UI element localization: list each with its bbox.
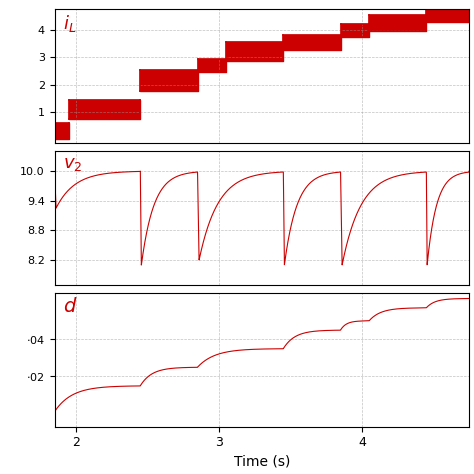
X-axis label: Time (s): Time (s) (234, 455, 290, 469)
Text: $d$: $d$ (63, 297, 77, 316)
Text: $i_L$: $i_L$ (63, 13, 76, 35)
Text: $v_2$: $v_2$ (63, 155, 82, 173)
